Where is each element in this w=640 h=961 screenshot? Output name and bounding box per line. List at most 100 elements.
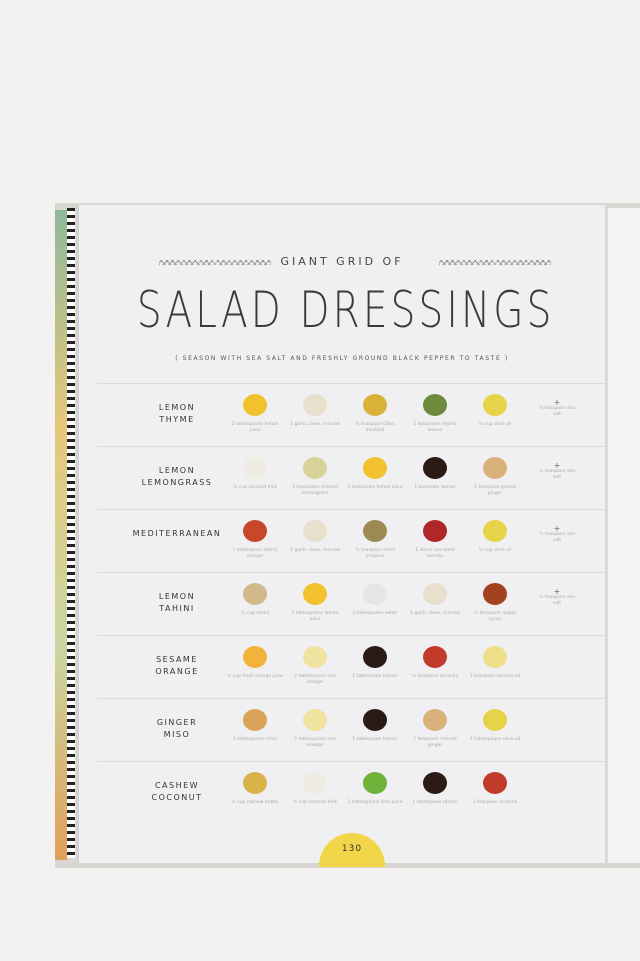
- ingredient-photo-icon: [483, 772, 507, 794]
- ingredient-photo-icon: [483, 394, 507, 416]
- dressing-name: LEMON LEMONGRASS: [141, 466, 213, 487]
- dressing-row: LEMON LEMONGRASS ¼ cup coconut milk 2 te…: [97, 446, 606, 509]
- plus-icon: +: [553, 398, 561, 407]
- ingredient: 2 tablespoons lemon juice: [227, 390, 283, 434]
- page-kicker: GIANT GRID OF: [280, 255, 404, 268]
- ornament-right: [439, 260, 551, 265]
- right-page: [607, 208, 640, 863]
- ingredient-caption: ½ teaspoon Dijon mustard: [355, 422, 395, 433]
- dressing-row: MEDITERRANEAN 1 tablespoon sherry vinega…: [97, 509, 606, 572]
- salt-note: + ¼ teaspoon sea salt: [537, 461, 577, 481]
- ingredient: 1 teaspoon grated ginger: [467, 453, 523, 497]
- ingredient: 1 garlic clove, minced: [407, 579, 463, 617]
- ingredient-photo-icon: [423, 457, 447, 479]
- ingredient-photo-icon: [363, 457, 387, 479]
- ingredient: 1 garlic clove, minced: [287, 516, 343, 554]
- ingredient-caption: 2 tablespoons lemon juice: [231, 422, 279, 433]
- ingredient-photo-icon: [423, 520, 447, 542]
- ingredient-caption: 1 tablespoon tamari: [412, 800, 458, 805]
- dressing-name: LEMON THYME: [158, 403, 196, 424]
- ingredient-caption: 1 teaspoon sesame oil: [469, 674, 521, 679]
- ingredient-caption: 1 teaspoon sriracha: [472, 800, 518, 805]
- ingredient-photo-icon: [363, 394, 387, 416]
- ingredient-caption: 1 tablespoon tamari: [352, 737, 398, 742]
- ingredient: ¼ cup coconut milk: [227, 453, 283, 491]
- ingredient-photo-icon: [423, 583, 447, 605]
- ingredient-photo-icon: [243, 772, 267, 794]
- ingredient-caption: 2 teaspoons thyme leaves: [413, 422, 457, 433]
- page-subtitle: ( SEASON WITH SEA SALT AND FRESHLY GROUN…: [175, 355, 509, 362]
- ingredient: ½ teaspoon Dijon mustard: [347, 390, 403, 434]
- ingredient-caption: ¼ cup tahini: [240, 611, 270, 616]
- salt-note: + ¼ teaspoon sea salt: [537, 587, 577, 607]
- ingredient: ¼ cup cashew butter: [227, 768, 283, 806]
- ingredient: 1 diced sun-dried tomato: [407, 516, 463, 560]
- dressing-name: GINGER MISO: [156, 718, 198, 739]
- ingredient: 2 tablespoons olive oil: [467, 705, 523, 743]
- ingredient-photo-icon: [243, 646, 267, 668]
- ingredient-photo-icon: [243, 709, 267, 731]
- ingredient: 1 teaspoon sesame oil: [467, 642, 523, 680]
- ingredient-photo-icon: [243, 394, 267, 416]
- ingredient: 2 tablespoons lemon juice: [287, 579, 343, 623]
- ingredient-photo-icon: [423, 394, 447, 416]
- ingredient-photo-icon: [483, 520, 507, 542]
- ingredient-photo-icon: [303, 709, 327, 731]
- page-title: SALAD DRESSINGS: [136, 281, 555, 339]
- ingredient-photo-icon: [303, 583, 327, 605]
- ingredient: 2 teaspoons minced lemongrass: [287, 453, 343, 497]
- ingredient: 1 teaspoon tamari: [407, 453, 463, 491]
- ingredient-caption: ¼ cup olive oil: [478, 422, 512, 427]
- salt-text: ¼ teaspoon sea salt: [539, 532, 575, 543]
- ingredient-photo-icon: [423, 646, 447, 668]
- ingredient: ¼ cup tahini: [227, 579, 283, 617]
- ingredient: 2 teaspoons thyme leaves: [407, 390, 463, 434]
- ingredient-caption: 1 garlic clove, minced: [290, 548, 340, 553]
- ingredient-caption: 2 tablespoons olive oil: [469, 737, 521, 742]
- ingredient-caption: 2 tablespoons miso: [233, 737, 277, 742]
- salt-text: ¼ teaspoon sea salt: [539, 406, 575, 417]
- ingredient-caption: 1 teaspoon tamari: [414, 485, 456, 490]
- ingredient-caption: ¼ teaspoon dried oregano: [355, 548, 395, 559]
- ingredient: 2 tablespoons lime juice: [347, 768, 403, 806]
- ingredient-caption: 2 teaspoons minced lemongrass: [292, 485, 338, 496]
- ingredient: 1 tablespoon tamari: [347, 642, 403, 680]
- ingredient-caption: 2 tablespoons lime juice: [347, 800, 403, 805]
- plus-icon: +: [553, 587, 561, 596]
- ingredient-caption: 1 tablespoon sherry vinegar: [232, 548, 278, 559]
- ingredient-photo-icon: [243, 520, 267, 542]
- plus-icon: +: [553, 524, 561, 533]
- plus-icon: +: [553, 461, 561, 470]
- ingredient-photo-icon: [303, 520, 327, 542]
- ingredient-caption: 1 teaspoon minced ginger: [413, 737, 457, 748]
- salt-text: ¼ teaspoon sea salt: [539, 595, 575, 606]
- page-edge-pattern: [67, 208, 75, 858]
- salt-note: + ¼ teaspoon sea salt: [537, 398, 577, 418]
- ingredient-caption: 1 teaspoon grated ginger: [474, 485, 516, 496]
- ingredient-caption: ¼ cup coconut milk: [232, 485, 278, 490]
- ingredient: ½ teaspoon maple syrup: [467, 579, 523, 623]
- ingredient: 2 tablespoons rice vinegar: [287, 642, 343, 686]
- ingredient: ¼ teaspoon dried oregano: [347, 516, 403, 560]
- ingredient-caption: 2 tablespoons rice vinegar: [294, 737, 336, 748]
- ingredient-photo-icon: [483, 583, 507, 605]
- salt-text: ¼ teaspoon sea salt: [539, 469, 575, 480]
- salt-note: + ¼ teaspoon sea salt: [537, 524, 577, 544]
- ingredient: 2 tablespoons miso: [227, 705, 283, 743]
- ingredient-caption: 2 tablespoons rice vinegar: [294, 674, 336, 685]
- ingredient-photo-icon: [303, 646, 327, 668]
- page-number: 130: [319, 833, 385, 867]
- ingredient: ½ teaspoon sriracha: [407, 642, 463, 680]
- dressing-row: LEMON TAHINI ¼ cup tahini 2 tablespoons …: [97, 572, 606, 635]
- ingredient: ¼ cup fresh orange juice: [227, 642, 283, 680]
- ingredient-photo-icon: [483, 646, 507, 668]
- ingredient-photo-icon: [363, 583, 387, 605]
- dressing-name: MEDITERRANEAN: [132, 529, 222, 538]
- ingredient-photo-icon: [363, 646, 387, 668]
- ingredient: ¼ cup olive oil: [467, 390, 523, 428]
- ingredient: 1 tablespoon tamari: [407, 768, 463, 806]
- ingredient-photo-icon: [303, 457, 327, 479]
- ingredient: 2 teaspoons lemon juice: [347, 453, 403, 491]
- ingredient-photo-icon: [363, 709, 387, 731]
- ingredient-photo-icon: [363, 520, 387, 542]
